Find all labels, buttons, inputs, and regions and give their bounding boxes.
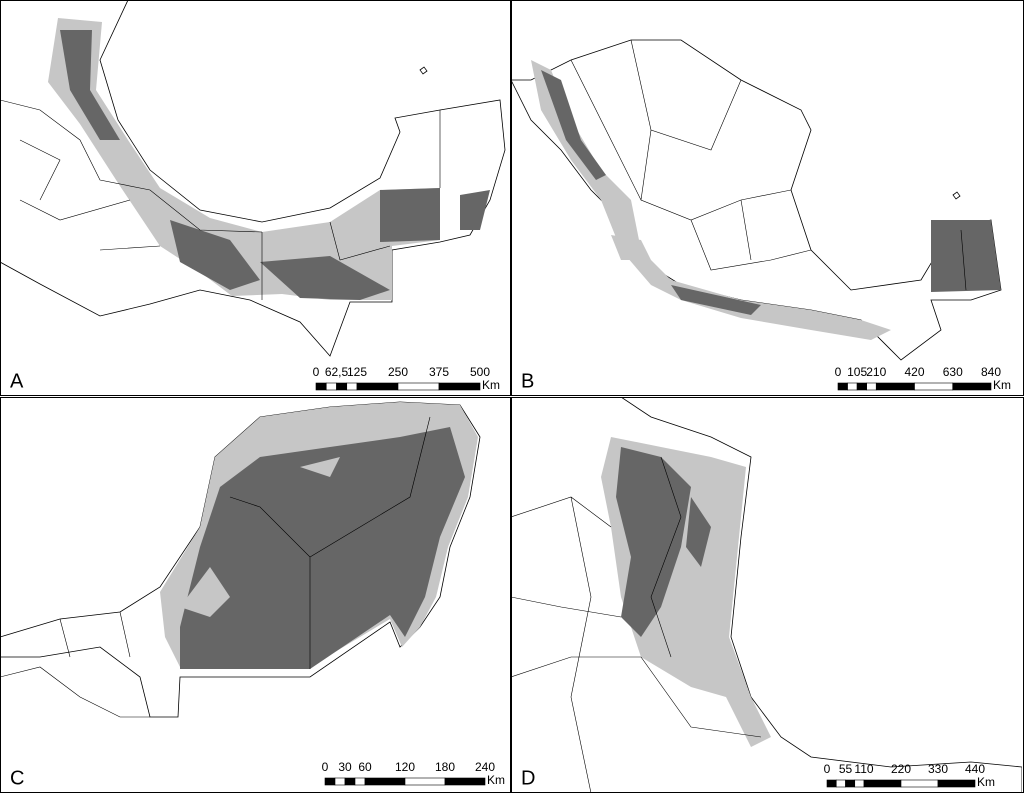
scale-bar-segment [334,777,346,786]
scale-bar-segment [344,777,356,786]
scale-bar-label: 30 [338,760,352,774]
panel-frame [0,0,511,396]
scale-bar-segment [914,382,954,391]
scale-bar-segment [356,382,399,391]
map [511,397,1022,793]
scale-bar-unit: Km [482,378,500,392]
scale-bar-label: 55 [839,762,853,776]
scale-bar-label: 120 [395,760,415,774]
scale-bar-segment [835,779,846,788]
scale-bar-label: 330 [928,762,948,776]
map [0,401,481,718]
scale-bar-segment [325,382,337,391]
scale-bar-label: 630 [943,365,963,379]
panel-label: C [10,767,24,789]
scale-bar-segment [837,382,848,391]
scale-bar-label: 110 [854,762,873,776]
scale-bar-segment [404,777,446,786]
scale-bar-label: 240 [475,760,495,774]
scale-bar-segment [875,382,915,391]
scale-bar-label: 62,5 [325,365,349,379]
panel-label: D [521,767,535,789]
map [511,39,1002,361]
scale-bar-label: 105 [847,365,867,379]
map [0,0,506,357]
scale-bar-label: 250 [388,365,408,379]
scale-bar-segment [826,779,837,788]
scale-bar-unit: Km [977,775,995,789]
panel-label: B [521,370,534,392]
panel-label: A [10,370,24,392]
scale-bar-segment [937,779,976,788]
scale-bar-label: 0 [824,762,831,776]
scale-bar-segment [315,382,327,391]
scale-bar-segment [856,382,867,391]
scale-bar-segment [444,777,486,786]
scale-bar-segment [324,777,336,786]
scale-bar-segment [952,382,992,391]
scale-bar-segment [847,382,858,391]
scale-bar-label: 375 [429,365,449,379]
scale-bar-label: 125 [347,365,367,379]
scale-bar-segment [438,382,481,391]
scale-bar-label: 0 [322,760,329,774]
scale-bar-label: 60 [358,760,372,774]
scale-bar-label: 840 [981,365,1001,379]
scale-bar-label: 0 [313,365,320,379]
scale-bar-segment [863,779,902,788]
scale-bar-segment [346,382,358,391]
scale-bar-unit: Km [487,773,505,787]
scale-bar-segment [397,382,440,391]
scale-bar-segment [854,779,865,788]
scale-bar-unit: Km [993,378,1011,392]
scale-bar-label: 0 [835,365,842,379]
scale-bar-segment [354,777,366,786]
scale-bar-segment [845,779,856,788]
scale-bar-label: 440 [965,762,985,776]
scale-bar-label: 500 [470,365,490,379]
scale-bar-label: 420 [904,365,924,379]
scale-bar-segment [336,382,348,391]
scale-bar-label: 180 [435,760,455,774]
scale-bar-segment [364,777,406,786]
scale-bar-label: 220 [891,762,911,776]
scale-bar-segment [900,779,939,788]
scale-bar-label: 210 [866,365,886,379]
scale-bar-segment [866,382,877,391]
